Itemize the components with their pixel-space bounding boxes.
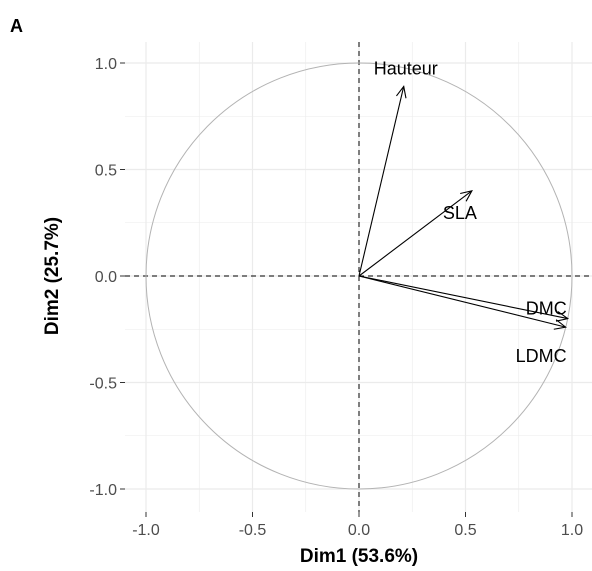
y-tick-label: -0.5 [89,376,117,393]
vector-label: Hauteur [374,58,438,78]
vector-line [358,275,566,328]
x-tick-label: 0.0 [348,522,370,539]
x-tick-label: -1.0 [132,522,160,539]
arrowhead [396,85,407,99]
vector-ldmc: LDMC [358,275,567,366]
tick-labels: -1.0 -0.5 0.0 0.5 1.0 1.0 0.5 0.0 -0.5 -1.0 [89,56,583,539]
x-tick-label: 0.5 [454,522,476,539]
vector-line [358,86,405,277]
vector-line [358,275,568,320]
arrowhead [460,189,473,202]
x-tick-label: -0.5 [239,522,267,539]
vector-line [358,190,473,277]
vectors: Hauteur SLA DMC LDMC [358,58,570,366]
vector-sla: SLA [358,189,477,277]
vector-hauteur: Hauteur [358,58,438,277]
vector-label: SLA [443,203,477,223]
y-tick-label: -1.0 [89,482,117,499]
x-tick-label: 1.0 [561,522,583,539]
reference-lines [125,42,592,512]
vector-dmc: DMC [358,275,570,322]
y-tick-label: 0.0 [95,269,117,286]
vector-label: LDMC [516,346,567,366]
arrowhead [553,319,567,330]
arrowhead [555,311,570,322]
x-axis-title: Dim1 (53.6%) [300,546,418,567]
y-axis-title: Dim2 (25.7%) [42,217,63,335]
unit-circle [145,62,573,490]
panel-label: A [10,16,23,36]
y-tick-label: 0.5 [95,163,117,180]
vector-label: DMC [526,299,567,319]
y-tick-label: 1.0 [95,56,117,73]
